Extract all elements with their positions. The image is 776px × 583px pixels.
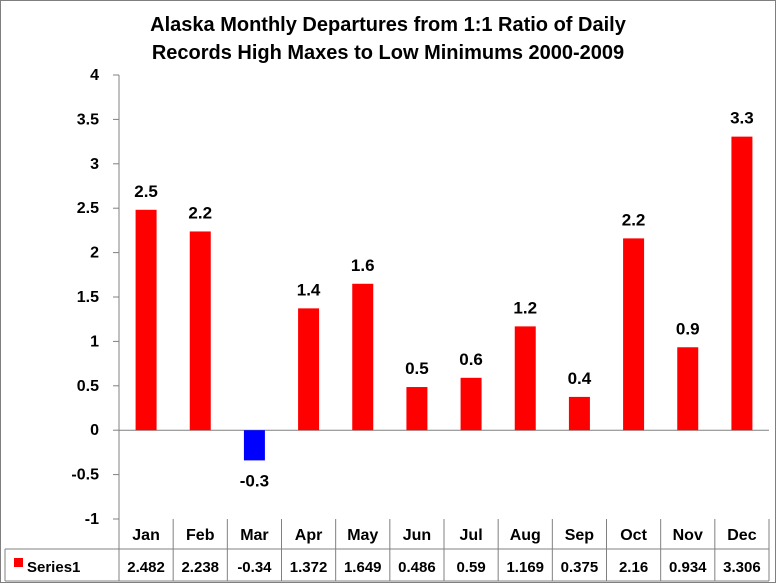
category-label-sep: Sep — [565, 527, 595, 544]
category-label-feb: Feb — [186, 527, 215, 544]
data-label-dec: 3.3 — [730, 109, 754, 128]
data-label-apr: 1.4 — [297, 280, 321, 299]
y-tick-label: 0 — [90, 422, 99, 439]
category-label-jul: Jul — [460, 527, 483, 544]
bar-jul — [460, 377, 482, 431]
bar-apr — [298, 308, 320, 431]
category-label-may: May — [347, 527, 378, 544]
table-value-sep: 0.375 — [561, 559, 599, 576]
y-tick-label: -1 — [85, 511, 99, 528]
data-label-jun: 0.5 — [405, 359, 429, 378]
category-label-jan: Jan — [132, 527, 160, 544]
table-value-aug: 1.169 — [506, 559, 544, 576]
table-value-mar: -0.34 — [237, 559, 272, 576]
data-label-nov: 0.9 — [676, 319, 700, 338]
category-label-dec: Dec — [727, 527, 756, 544]
y-tick-label: 3.5 — [77, 111, 99, 128]
bar-jan — [135, 209, 157, 431]
data-label-mar: -0.3 — [240, 471, 269, 490]
table-value-jun: 0.486 — [398, 559, 436, 576]
data-label-oct: 2.2 — [622, 210, 646, 229]
chart-title-line-2: Records High Maxes to Low Minimums 2000-… — [152, 42, 624, 64]
bar-oct — [623, 238, 645, 431]
bar-aug — [514, 326, 536, 431]
data-label-feb: 2.2 — [188, 203, 212, 222]
bars — [135, 136, 753, 461]
y-tick-label: 2.5 — [77, 200, 99, 217]
data-label-jan: 2.5 — [134, 182, 158, 201]
legend-swatch — [14, 558, 23, 567]
category-label-jun: Jun — [403, 527, 431, 544]
bar-jun — [406, 387, 428, 431]
category-label-apr: Apr — [295, 527, 323, 544]
y-tick-label: 3 — [90, 156, 99, 173]
y-tick-label: 1.5 — [77, 289, 99, 306]
table-value-feb: 2.238 — [181, 559, 219, 576]
bar-nov — [677, 347, 699, 431]
series-name: Series1 — [27, 559, 80, 576]
category-label-mar: Mar — [240, 527, 268, 544]
data-table: Jan 2.482 Feb 2.238 Mar -0.34 Apr 1.372 May 1.649… — [4, 519, 770, 582]
bar-sep — [568, 396, 590, 431]
table-value-oct: 2.16 — [619, 559, 648, 576]
bar-dec — [731, 136, 753, 431]
y-axis: -1 -0.5 0 0.5 1 1.5 2 2.5 3 3.5 4 — [71, 67, 769, 528]
category-label-nov: Nov — [673, 527, 703, 544]
table-value-apr: 1.372 — [290, 559, 328, 576]
table-value-dec: 3.306 — [723, 559, 761, 576]
data-labels: 2.5 2.2 -0.3 1.4 1.6 0.5 0.6 1.2 0.4 2.2 0.9 3.3 — [134, 109, 753, 491]
data-label-aug: 1.2 — [513, 298, 537, 317]
bar-mar — [243, 430, 265, 461]
y-tick-label: 4 — [90, 67, 99, 84]
data-label-sep: 0.4 — [568, 369, 592, 388]
bar-feb — [189, 231, 211, 431]
table-value-jul: 0.59 — [456, 559, 485, 576]
data-label-may: 1.6 — [351, 256, 375, 275]
table-value-jan: 2.482 — [127, 559, 165, 576]
y-tick-label: -0.5 — [71, 467, 99, 484]
y-tick-label: 1 — [90, 333, 99, 350]
table-value-may: 1.649 — [344, 559, 382, 576]
y-tick-label: 0.5 — [77, 378, 99, 395]
y-tick-label: 2 — [90, 245, 99, 262]
chart-title-line-1: Alaska Monthly Departures from 1:1 Ratio… — [150, 14, 627, 36]
table-value-nov: 0.934 — [669, 559, 707, 576]
category-label-oct: Oct — [620, 527, 647, 544]
bar-may — [352, 283, 374, 431]
data-label-jul: 0.6 — [459, 350, 483, 369]
category-label-aug: Aug — [510, 527, 541, 544]
